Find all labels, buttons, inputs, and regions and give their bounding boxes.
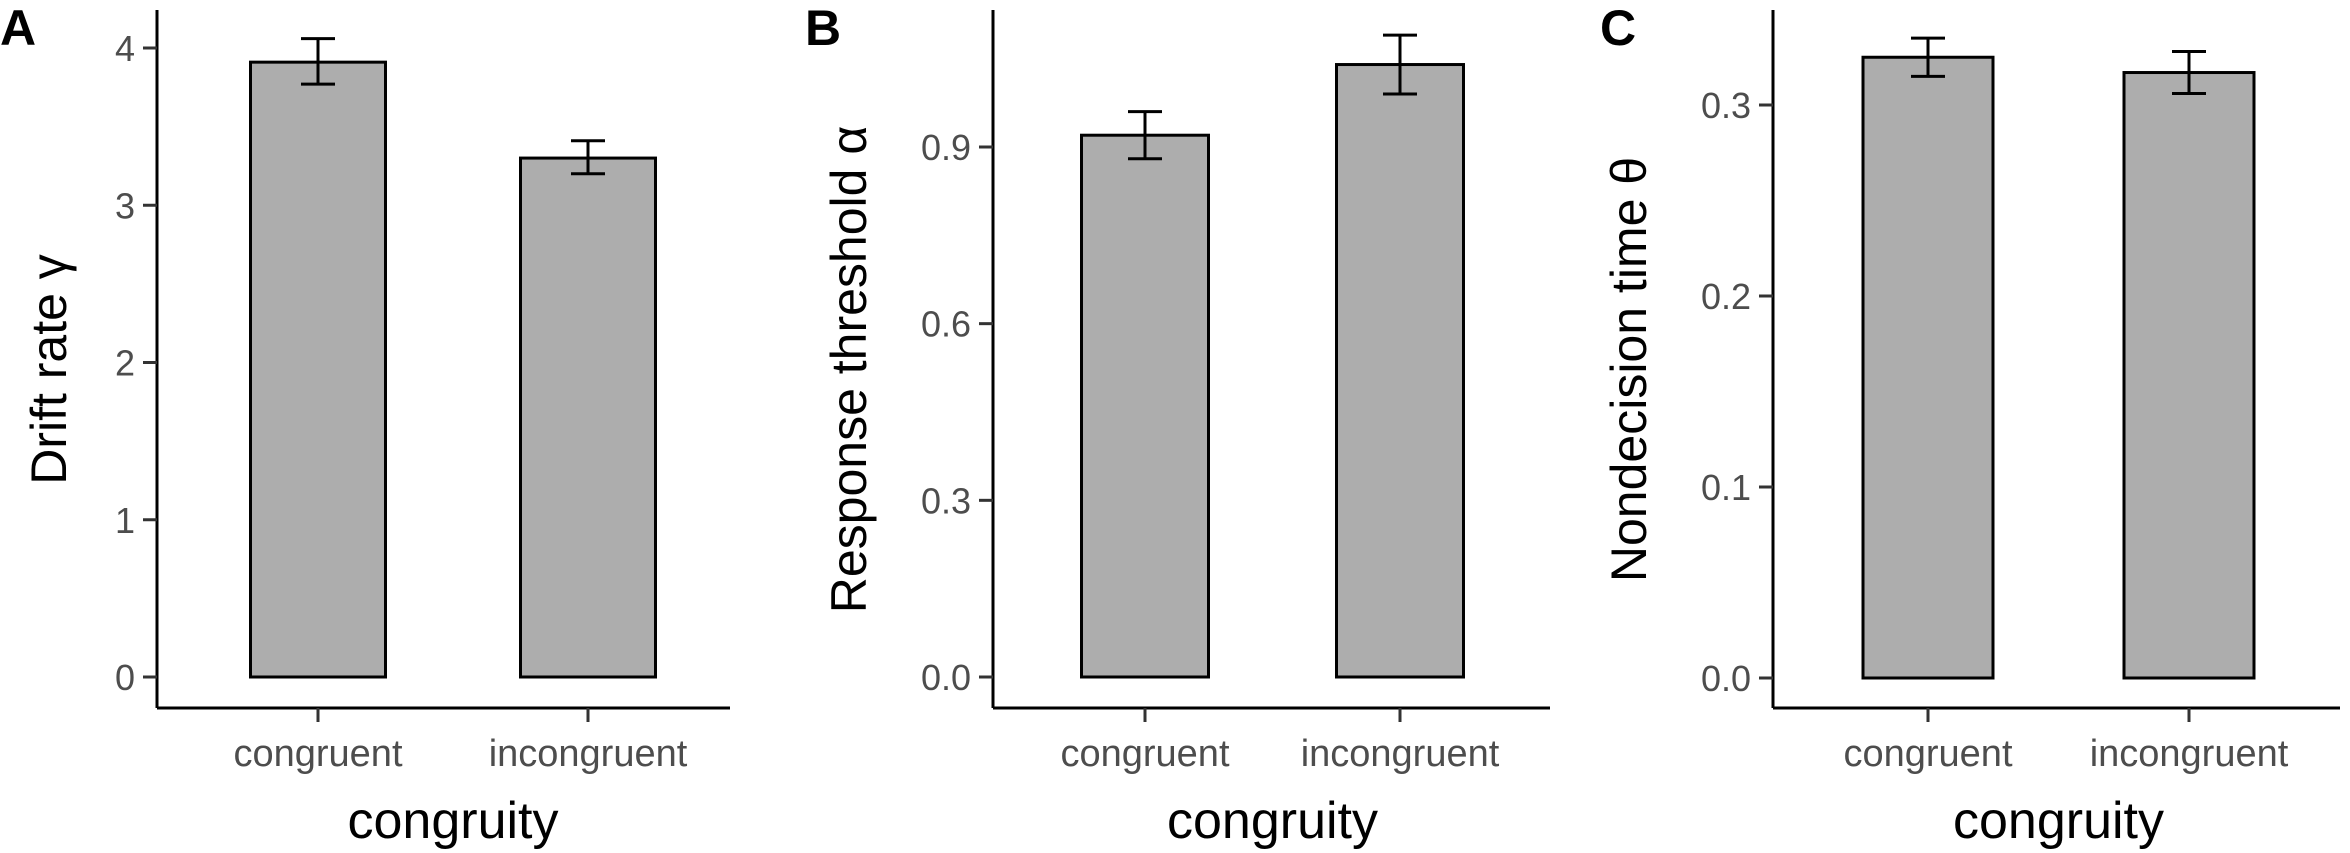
y-tick-label: 0.9 (921, 127, 971, 168)
error-bar-incongruent (2172, 50, 2206, 96)
error-bar-congruent (1911, 36, 1945, 78)
x-tick-label: congruent (1060, 733, 1229, 775)
error-bar-congruent (1128, 110, 1162, 161)
panel-letter: B (805, 0, 841, 56)
bar-congruent (1861, 55, 1995, 680)
y-tick-label: 0.1 (1701, 467, 1751, 508)
panel-letter: C (1600, 0, 1636, 56)
y-tick-label: 4 (115, 28, 135, 69)
bar-congruent (1080, 133, 1210, 679)
y-tick-label: 2 (115, 343, 135, 384)
panel-a: A 0 1 2 3 4 congruent incongruent congruity Drift… (0, 0, 730, 850)
x-axis-title: congruity (348, 792, 559, 850)
y-tick-label: 0.6 (921, 304, 971, 345)
y-tick-label: 1 (115, 500, 135, 541)
y-tick-label: 0.2 (1701, 276, 1751, 317)
y-tick-label: 0.3 (921, 480, 971, 521)
y-tick-label: 0.0 (1701, 658, 1751, 699)
y-tick-label: 0 (115, 657, 135, 698)
x-tick-label: incongruent (2090, 733, 2289, 775)
bar-incongruent (1335, 63, 1465, 679)
y-tick-label: 3 (115, 185, 135, 226)
y-tick-label: 0.0 (921, 657, 971, 698)
bar-congruent (249, 60, 387, 679)
y-axis-title: Drift rate γ (21, 254, 77, 485)
error-bar-congruent (301, 37, 335, 86)
x-tick-label: congruent (233, 733, 402, 775)
y-axis-title: Nondecision time θ (1601, 157, 1657, 582)
x-tick-label: incongruent (489, 733, 688, 775)
x-tick-label: congruent (1843, 733, 2012, 775)
error-bar-incongruent (571, 139, 605, 176)
x-tick-label: incongruent (1301, 733, 1500, 775)
error-bar-incongruent (1383, 33, 1417, 96)
bar-incongruent (519, 156, 657, 679)
x-axis-title: congruity (1953, 792, 2164, 850)
panel-b: B 0.0 0.3 0.6 0.9 congruent incongruent congrui… (805, 0, 1550, 850)
bar-incongruent (2122, 71, 2256, 680)
y-axis-title: Response threshold α (821, 126, 877, 614)
x-axis-title: congruity (1167, 792, 1378, 850)
panel-letter: A (0, 0, 36, 56)
panel-c: C 0.0 0.1 0.2 0.3 congruent incongruent congrui… (1600, 0, 2340, 850)
y-tick-label: 0.3 (1701, 85, 1751, 126)
